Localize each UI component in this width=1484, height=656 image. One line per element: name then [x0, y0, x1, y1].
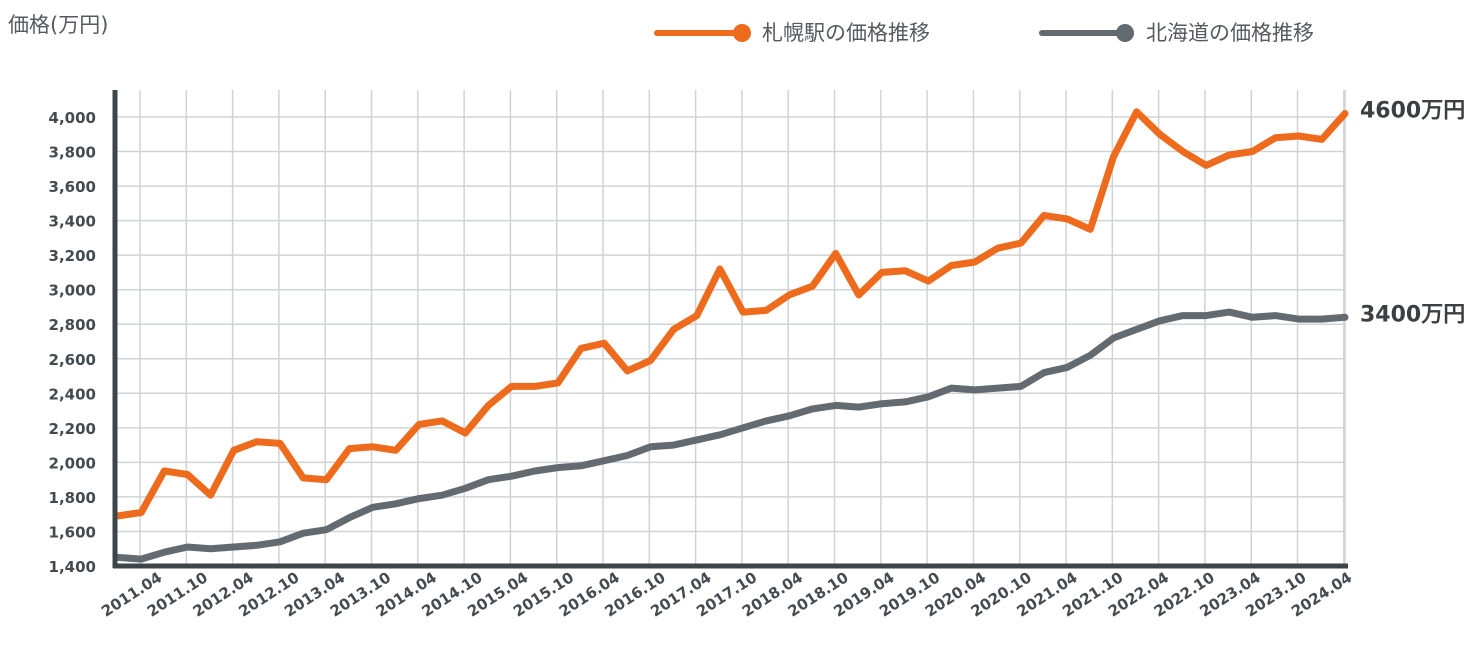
end-label-hokkaido: 3400万円: [1360, 302, 1465, 327]
legend-marker-sapporo: [733, 24, 751, 42]
y-tick-label: 3,600: [49, 178, 96, 196]
y-tick-label: 2,600: [49, 351, 96, 369]
y-tick-label: 3,200: [49, 247, 96, 265]
end-label-sapporo: 4600万円: [1360, 99, 1465, 124]
y-axis-unit-label: 価格(万円): [8, 13, 108, 37]
y-tick-label: 4,000: [49, 109, 96, 127]
series-line-sapporo: [114, 108, 1349, 520]
legend-label-hokkaido: 北海道の価格推移: [1146, 21, 1314, 45]
legend-item-hokkaido: 北海道の価格推移: [1039, 21, 1314, 45]
end-labels: 4600万円 3400万円: [1360, 99, 1465, 328]
legend: 札幌駅の価格推移 北海道の価格推移: [654, 21, 1314, 45]
y-tick-label: 1,800: [49, 489, 96, 507]
y-tick-label: 2,800: [49, 316, 96, 334]
y-tick-label: 3,800: [49, 144, 96, 162]
y-tick-label: 1,400: [49, 558, 96, 576]
y-tick-label: 1,600: [49, 523, 96, 541]
x-axis-ticks: 2011.042011.102012.042012.102013.042013.…: [98, 568, 1355, 620]
series-line-hokkaido: [114, 308, 1349, 563]
y-tick-label: 3,400: [49, 213, 96, 231]
legend-marker-hokkaido: [1116, 24, 1134, 42]
y-tick-label: 2,200: [49, 420, 96, 438]
y-tick-label: 2,000: [49, 454, 96, 472]
y-tick-label: 3,000: [49, 282, 96, 300]
grid: [115, 90, 1346, 567]
series-lines: [114, 108, 1349, 563]
y-tick-label: 2,400: [49, 385, 96, 403]
legend-item-sapporo: 札幌駅の価格推移: [654, 21, 930, 45]
legend-label-sapporo: 札幌駅の価格推移: [762, 21, 930, 45]
y-axis-ticks: 1,400 1,600 1,800 2,000 2,200 2,400 2,600 2,800…: [49, 109, 96, 576]
